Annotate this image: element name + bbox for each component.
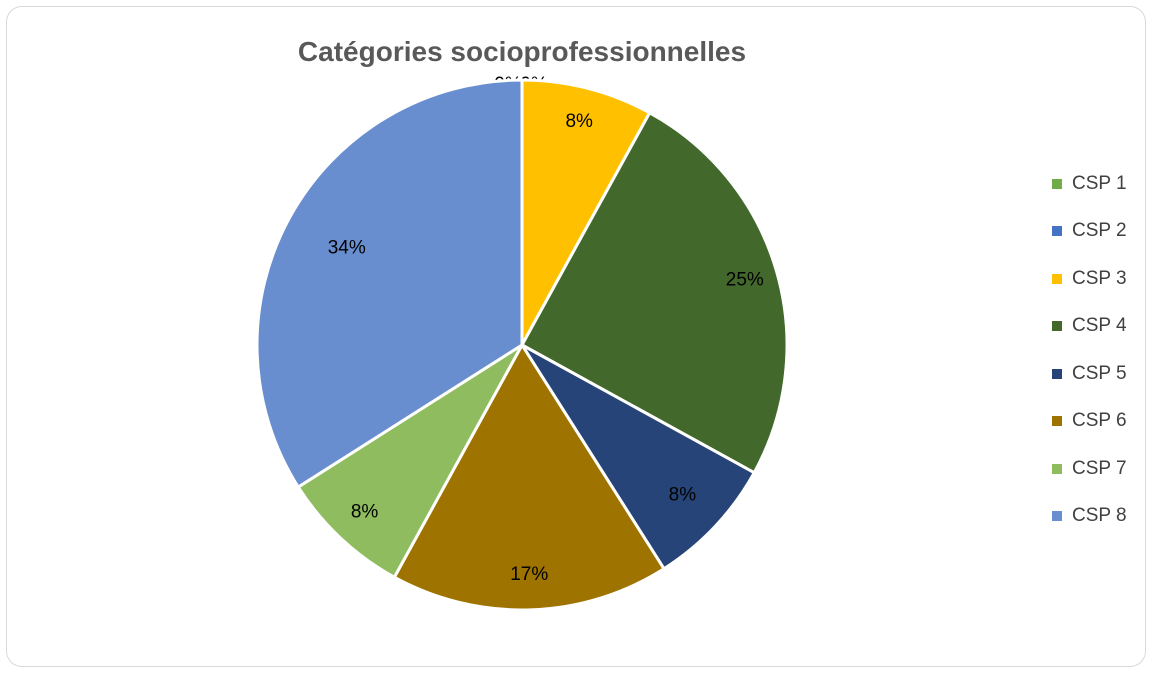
legend-swatch (1052, 511, 1062, 522)
legend-item-csp-4: CSP 4 (1052, 303, 1127, 351)
legend-swatch (1052, 321, 1062, 332)
pie-slice-csp-8 (255, 78, 524, 490)
data-label-csp-5: 8% (669, 485, 697, 506)
legend-label: CSP 8 (1072, 505, 1127, 527)
pie-slice-csp-7 (296, 343, 524, 580)
chart-title: Catégories socioprofessionnelles (297, 36, 747, 67)
legend-swatch (1052, 463, 1062, 474)
legend-label: CSP 4 (1072, 315, 1127, 337)
pie-slice-csp-4 (519, 110, 789, 475)
legend-item-csp-3: CSP 3 (1052, 255, 1127, 303)
legend-item-csp-6: CSP 6 (1052, 398, 1127, 446)
legend-item-csp-7: CSP 7 (1052, 445, 1127, 493)
legend-item-csp-5: CSP 5 (1052, 350, 1127, 398)
pie-slice-csp-5 (520, 343, 757, 571)
data-label-csp-8: 34% (328, 238, 366, 259)
legend-label: CSP 6 (1072, 410, 1127, 432)
legend: CSP 1 CSP 2 CSP 3 CSP 4 CSP 5 CSP 6 CSP 7 CSP 8 (1052, 160, 1127, 540)
legend-label: CSP 7 (1072, 457, 1127, 479)
data-label-csp-3: 8% (565, 111, 593, 132)
legend-item-csp-1: CSP 1 (1052, 160, 1127, 208)
legend-swatch (1052, 273, 1062, 284)
legend-swatch (1052, 416, 1062, 427)
legend-label: CSP 3 (1072, 267, 1127, 289)
legend-item-csp-2: CSP 2 (1052, 208, 1127, 256)
legend-label: CSP 5 (1072, 362, 1127, 384)
data-label-csp-4: 25% (726, 269, 764, 290)
data-label-csp-6: 17% (510, 564, 548, 585)
pie-slice-csp-3 (520, 78, 652, 346)
legend-swatch (1052, 368, 1062, 379)
legend-swatch (1052, 226, 1062, 237)
legend-swatch (1052, 178, 1062, 189)
data-label-csp-7: 8% (351, 502, 379, 523)
legend-label: CSP 2 (1072, 220, 1127, 242)
pie-slice-csp-6 (392, 342, 667, 612)
legend-label: CSP 1 (1072, 172, 1127, 194)
legend-item-csp-8: CSP 8 (1052, 493, 1127, 541)
